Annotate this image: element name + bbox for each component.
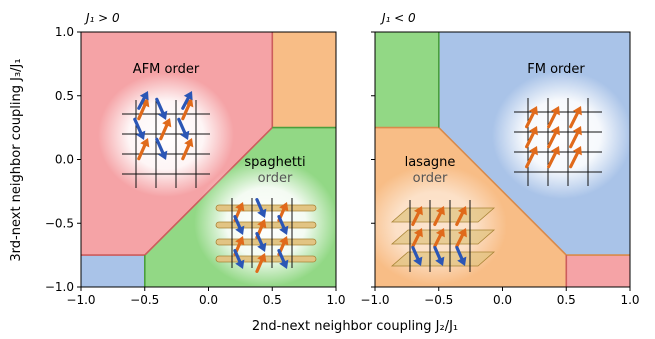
y-tick-label-4: 1.0 xyxy=(55,25,74,39)
phase-boundary-3 xyxy=(375,126,630,256)
x-tick-label-0-2: 0.0 xyxy=(199,293,218,307)
fm-spin-lattice xyxy=(514,98,602,186)
afm-spin-down xyxy=(155,97,168,120)
fm-spin xyxy=(547,106,560,129)
afm-spin-up xyxy=(181,138,194,161)
spaghetti-spin-down xyxy=(233,249,245,269)
afm-spin-down xyxy=(137,91,149,110)
spaghetti-spin-lattice xyxy=(215,198,317,273)
afm-glow xyxy=(98,73,234,197)
afm-spin-down xyxy=(177,117,190,140)
x-tick-label-0-3: 0.5 xyxy=(263,293,282,307)
afm-spin-down xyxy=(155,137,168,160)
lasagne-spin-up xyxy=(411,206,423,226)
fm-spin xyxy=(525,146,538,169)
x-tick-label-1-1: −0.5 xyxy=(424,293,453,307)
lasagne-label: lasagne xyxy=(405,155,456,170)
lasagne-spin-up xyxy=(455,228,467,248)
y-tick-label-3: 0.5 xyxy=(55,89,74,103)
afm-spin-down xyxy=(181,91,193,110)
fm-spin xyxy=(569,146,582,169)
lasagne-spin-down xyxy=(411,246,423,266)
afm-spin-down xyxy=(133,117,146,140)
fm-spin xyxy=(569,126,582,149)
x-tick-label-1-4: 1.0 xyxy=(620,293,639,307)
lasagne-spin-down xyxy=(433,246,445,266)
region-1-2 xyxy=(375,32,439,128)
y-axis-label: 3rd-next neighbor coupling J₃/J₁ xyxy=(9,58,24,261)
region-1-3 xyxy=(566,255,630,287)
afm-spin-lattice xyxy=(122,91,210,188)
right-panel-title: J₁ < 0 xyxy=(380,11,416,25)
afm-spin-up xyxy=(137,138,150,161)
spaghetti-spin-down xyxy=(277,249,289,269)
spaghetti-order-label: order xyxy=(258,171,293,186)
lasagne-spin-up xyxy=(433,206,445,226)
y-tick-label-2: 0.0 xyxy=(55,153,74,167)
lasagne-spin-down xyxy=(455,246,467,266)
spaghetti-spin-down xyxy=(255,198,267,218)
panel-j1-positive: AFM order spaghetti order J₁ > 0 xyxy=(80,11,338,288)
lasagne-spin-up xyxy=(411,228,423,248)
axis-ticks: −1.0 −0.5 0.0 0.5 1.0 −1.0 −0.5 0.0 0.5 1.0 −1.0 −0… xyxy=(45,25,640,307)
afm-spin-up xyxy=(181,98,194,121)
spaghetti-spin-down xyxy=(233,215,245,235)
spaghetti-label: spaghetti xyxy=(244,155,305,170)
region-0-3 xyxy=(81,255,145,287)
x-tick-label-1-2: 0.0 xyxy=(493,293,512,307)
y-tick-label-1: −0.5 xyxy=(45,216,74,230)
spaghetti-spin-up xyxy=(255,253,267,273)
lasagne-spin-up xyxy=(433,228,445,248)
fm-spin xyxy=(525,126,538,149)
x-tick-label-0-1: −0.5 xyxy=(130,293,159,307)
x-tick-label-0-4: 1.0 xyxy=(326,293,345,307)
region-0-2 xyxy=(272,32,336,128)
x-tick-label-1-0: −1.0 xyxy=(360,293,389,307)
lasagne-order-label: order xyxy=(413,171,448,186)
fm-order-label: FM order xyxy=(527,62,585,77)
lasagne-spin-up xyxy=(455,206,467,226)
fm-spin xyxy=(547,126,560,149)
x-axis-label: 2nd-next neighbor coupling J₂/J₁ xyxy=(252,319,458,334)
panel-j1-negative: FM order lasagne order J₁ < 0 xyxy=(363,11,632,288)
afm-spin-up xyxy=(159,118,172,141)
x-tick-label-0-0: −1.0 xyxy=(66,293,95,307)
spaghetti-spin-down xyxy=(255,232,267,252)
fm-spin xyxy=(547,146,560,169)
x-tick-label-1-3: 0.5 xyxy=(557,293,576,307)
y-tick-label-0: −1.0 xyxy=(45,280,74,294)
fm-glow xyxy=(492,71,632,199)
fm-spin xyxy=(525,106,538,129)
fm-spin xyxy=(569,106,582,129)
lasagne-spin-lattice xyxy=(390,200,496,272)
afm-spin-up xyxy=(137,98,150,121)
left-panel-title: J₁ > 0 xyxy=(84,11,120,25)
afm-order-label: AFM order xyxy=(133,62,200,77)
spaghetti-spin-down xyxy=(277,215,289,235)
